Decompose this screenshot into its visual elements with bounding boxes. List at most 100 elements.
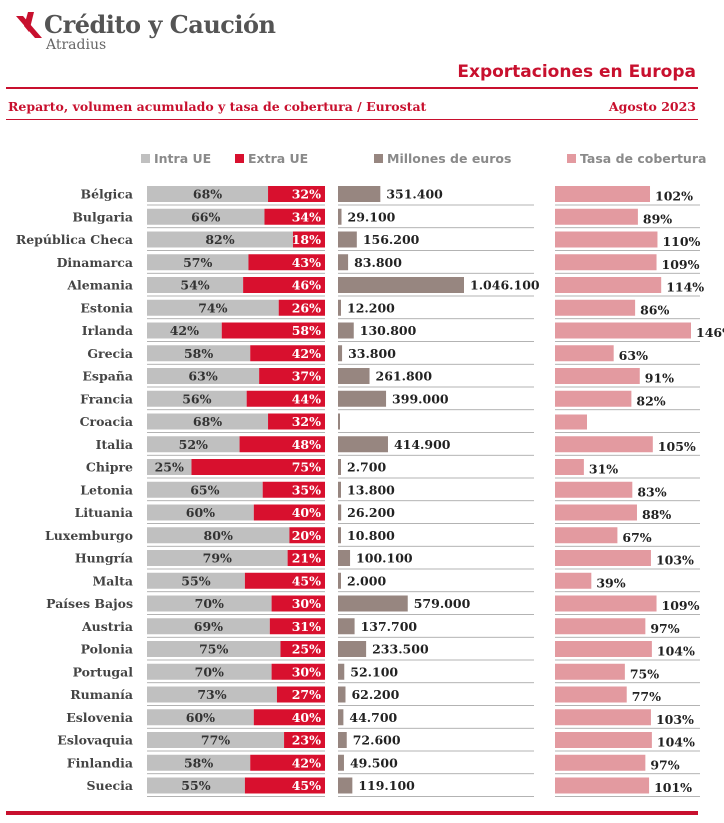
intra-label: 65% bbox=[190, 482, 219, 497]
country-label: Chipre bbox=[86, 460, 133, 475]
coverage-label: 104% bbox=[657, 735, 695, 750]
coverage-bar bbox=[555, 186, 651, 202]
coverage-label: 104% bbox=[657, 644, 695, 659]
intra-bar bbox=[147, 231, 293, 248]
coverage-bar bbox=[555, 777, 650, 794]
legend-extra-label: Extra UE bbox=[248, 151, 309, 166]
intra-bar bbox=[147, 686, 277, 703]
intra-label: 82% bbox=[205, 232, 234, 247]
volume-bar bbox=[338, 368, 370, 384]
header-divider bbox=[6, 87, 698, 89]
coverage-bar bbox=[555, 709, 651, 726]
intra-label: 66% bbox=[191, 209, 220, 224]
extra-bar bbox=[259, 368, 325, 384]
atradius-logo-icon bbox=[16, 12, 42, 38]
volume-bar bbox=[338, 754, 344, 771]
extra-label: 25% bbox=[292, 642, 321, 657]
extra-bar bbox=[289, 527, 325, 544]
extra-label: 43% bbox=[292, 255, 321, 270]
intra-bar bbox=[147, 208, 265, 225]
extra-bar bbox=[246, 390, 325, 407]
extra-label: 23% bbox=[292, 733, 321, 748]
extra-bar bbox=[284, 732, 325, 748]
coverage-bar bbox=[555, 390, 632, 407]
extra-label: 32% bbox=[292, 187, 321, 202]
intra-bar bbox=[147, 641, 281, 657]
extra-label: 42% bbox=[292, 346, 321, 361]
volume-label: 44.700 bbox=[349, 710, 397, 725]
legend-volume-swatch bbox=[374, 154, 383, 163]
country-label: Bélgica bbox=[81, 187, 133, 202]
coverage-bar bbox=[555, 732, 652, 748]
extra-bar bbox=[243, 277, 325, 293]
coverage-bar bbox=[555, 572, 592, 589]
coverage-label: 101% bbox=[654, 780, 692, 795]
coverage-bar bbox=[555, 641, 652, 657]
extra-bar bbox=[287, 550, 325, 566]
country-label: República Checa bbox=[16, 232, 133, 247]
country-label: Lituania bbox=[75, 505, 133, 520]
volume-bar bbox=[338, 481, 341, 498]
country-label: Polonia bbox=[81, 642, 133, 657]
intra-bar bbox=[147, 550, 288, 566]
volume-bar bbox=[338, 413, 340, 430]
volume-label: 156.200 bbox=[363, 232, 420, 247]
page-title: Exportaciones en Europa bbox=[457, 62, 696, 82]
extra-label: 30% bbox=[292, 596, 321, 611]
coverage-label: 91% bbox=[645, 371, 674, 386]
intra-label: 42% bbox=[170, 323, 199, 338]
volume-label: 12.200 bbox=[347, 300, 395, 315]
intra-bar bbox=[147, 527, 290, 544]
coverage-bar bbox=[555, 550, 651, 566]
intra-bar bbox=[147, 277, 244, 293]
legend-coverage-swatch bbox=[567, 154, 576, 163]
coverage-label: 83% bbox=[637, 484, 666, 499]
volume-bar bbox=[338, 186, 381, 202]
volume-label: 2.000 bbox=[347, 573, 386, 588]
coverage-label: 102% bbox=[655, 189, 693, 204]
coverage-bar bbox=[555, 686, 627, 703]
volume-label: 2.700 bbox=[347, 460, 386, 475]
extra-label: 18% bbox=[292, 232, 321, 247]
coverage-bar bbox=[555, 754, 646, 771]
intra-label: 75% bbox=[199, 642, 228, 657]
extra-label: 45% bbox=[292, 778, 321, 793]
intra-label: 70% bbox=[195, 596, 224, 611]
intra-bar bbox=[147, 254, 249, 271]
intra-label: 55% bbox=[181, 573, 210, 588]
volume-bar bbox=[338, 208, 342, 225]
country-label: Malta bbox=[92, 573, 133, 588]
extra-bar bbox=[244, 572, 325, 589]
country-label: Alemania bbox=[66, 278, 133, 293]
coverage-bar bbox=[555, 527, 618, 544]
extra-label: 34% bbox=[292, 209, 321, 224]
intra-bar bbox=[147, 436, 240, 453]
coverage-bar bbox=[555, 414, 587, 430]
country-label: Eslovaquia bbox=[57, 733, 133, 748]
extra-bar bbox=[244, 777, 325, 794]
volume-bar bbox=[338, 299, 341, 316]
extra-bar bbox=[268, 186, 325, 202]
intra-bar bbox=[147, 618, 270, 635]
volume-label: 33.800 bbox=[348, 346, 396, 361]
intra-label: 58% bbox=[184, 346, 213, 361]
volume-label: 1.046.100 bbox=[470, 278, 540, 293]
country-label: Estonia bbox=[80, 300, 133, 315]
volume-label: 119.100 bbox=[358, 778, 415, 793]
intra-bar bbox=[147, 595, 272, 612]
volume-label: 26.200 bbox=[347, 505, 395, 520]
intra-label: 54% bbox=[180, 278, 209, 293]
extra-label: 32% bbox=[292, 414, 321, 429]
country-label: Grecia bbox=[87, 346, 133, 361]
intra-label: 74% bbox=[198, 300, 227, 315]
extra-label: 21% bbox=[292, 551, 321, 566]
intra-label: 56% bbox=[182, 391, 211, 406]
intra-bar bbox=[147, 322, 222, 339]
extra-bar bbox=[280, 641, 325, 657]
volume-bar bbox=[338, 345, 343, 362]
extra-bar bbox=[269, 618, 325, 635]
volume-label: 233.500 bbox=[372, 642, 429, 657]
volume-bar bbox=[338, 709, 344, 726]
coverage-bar bbox=[555, 231, 658, 248]
volume-bar bbox=[338, 504, 342, 521]
